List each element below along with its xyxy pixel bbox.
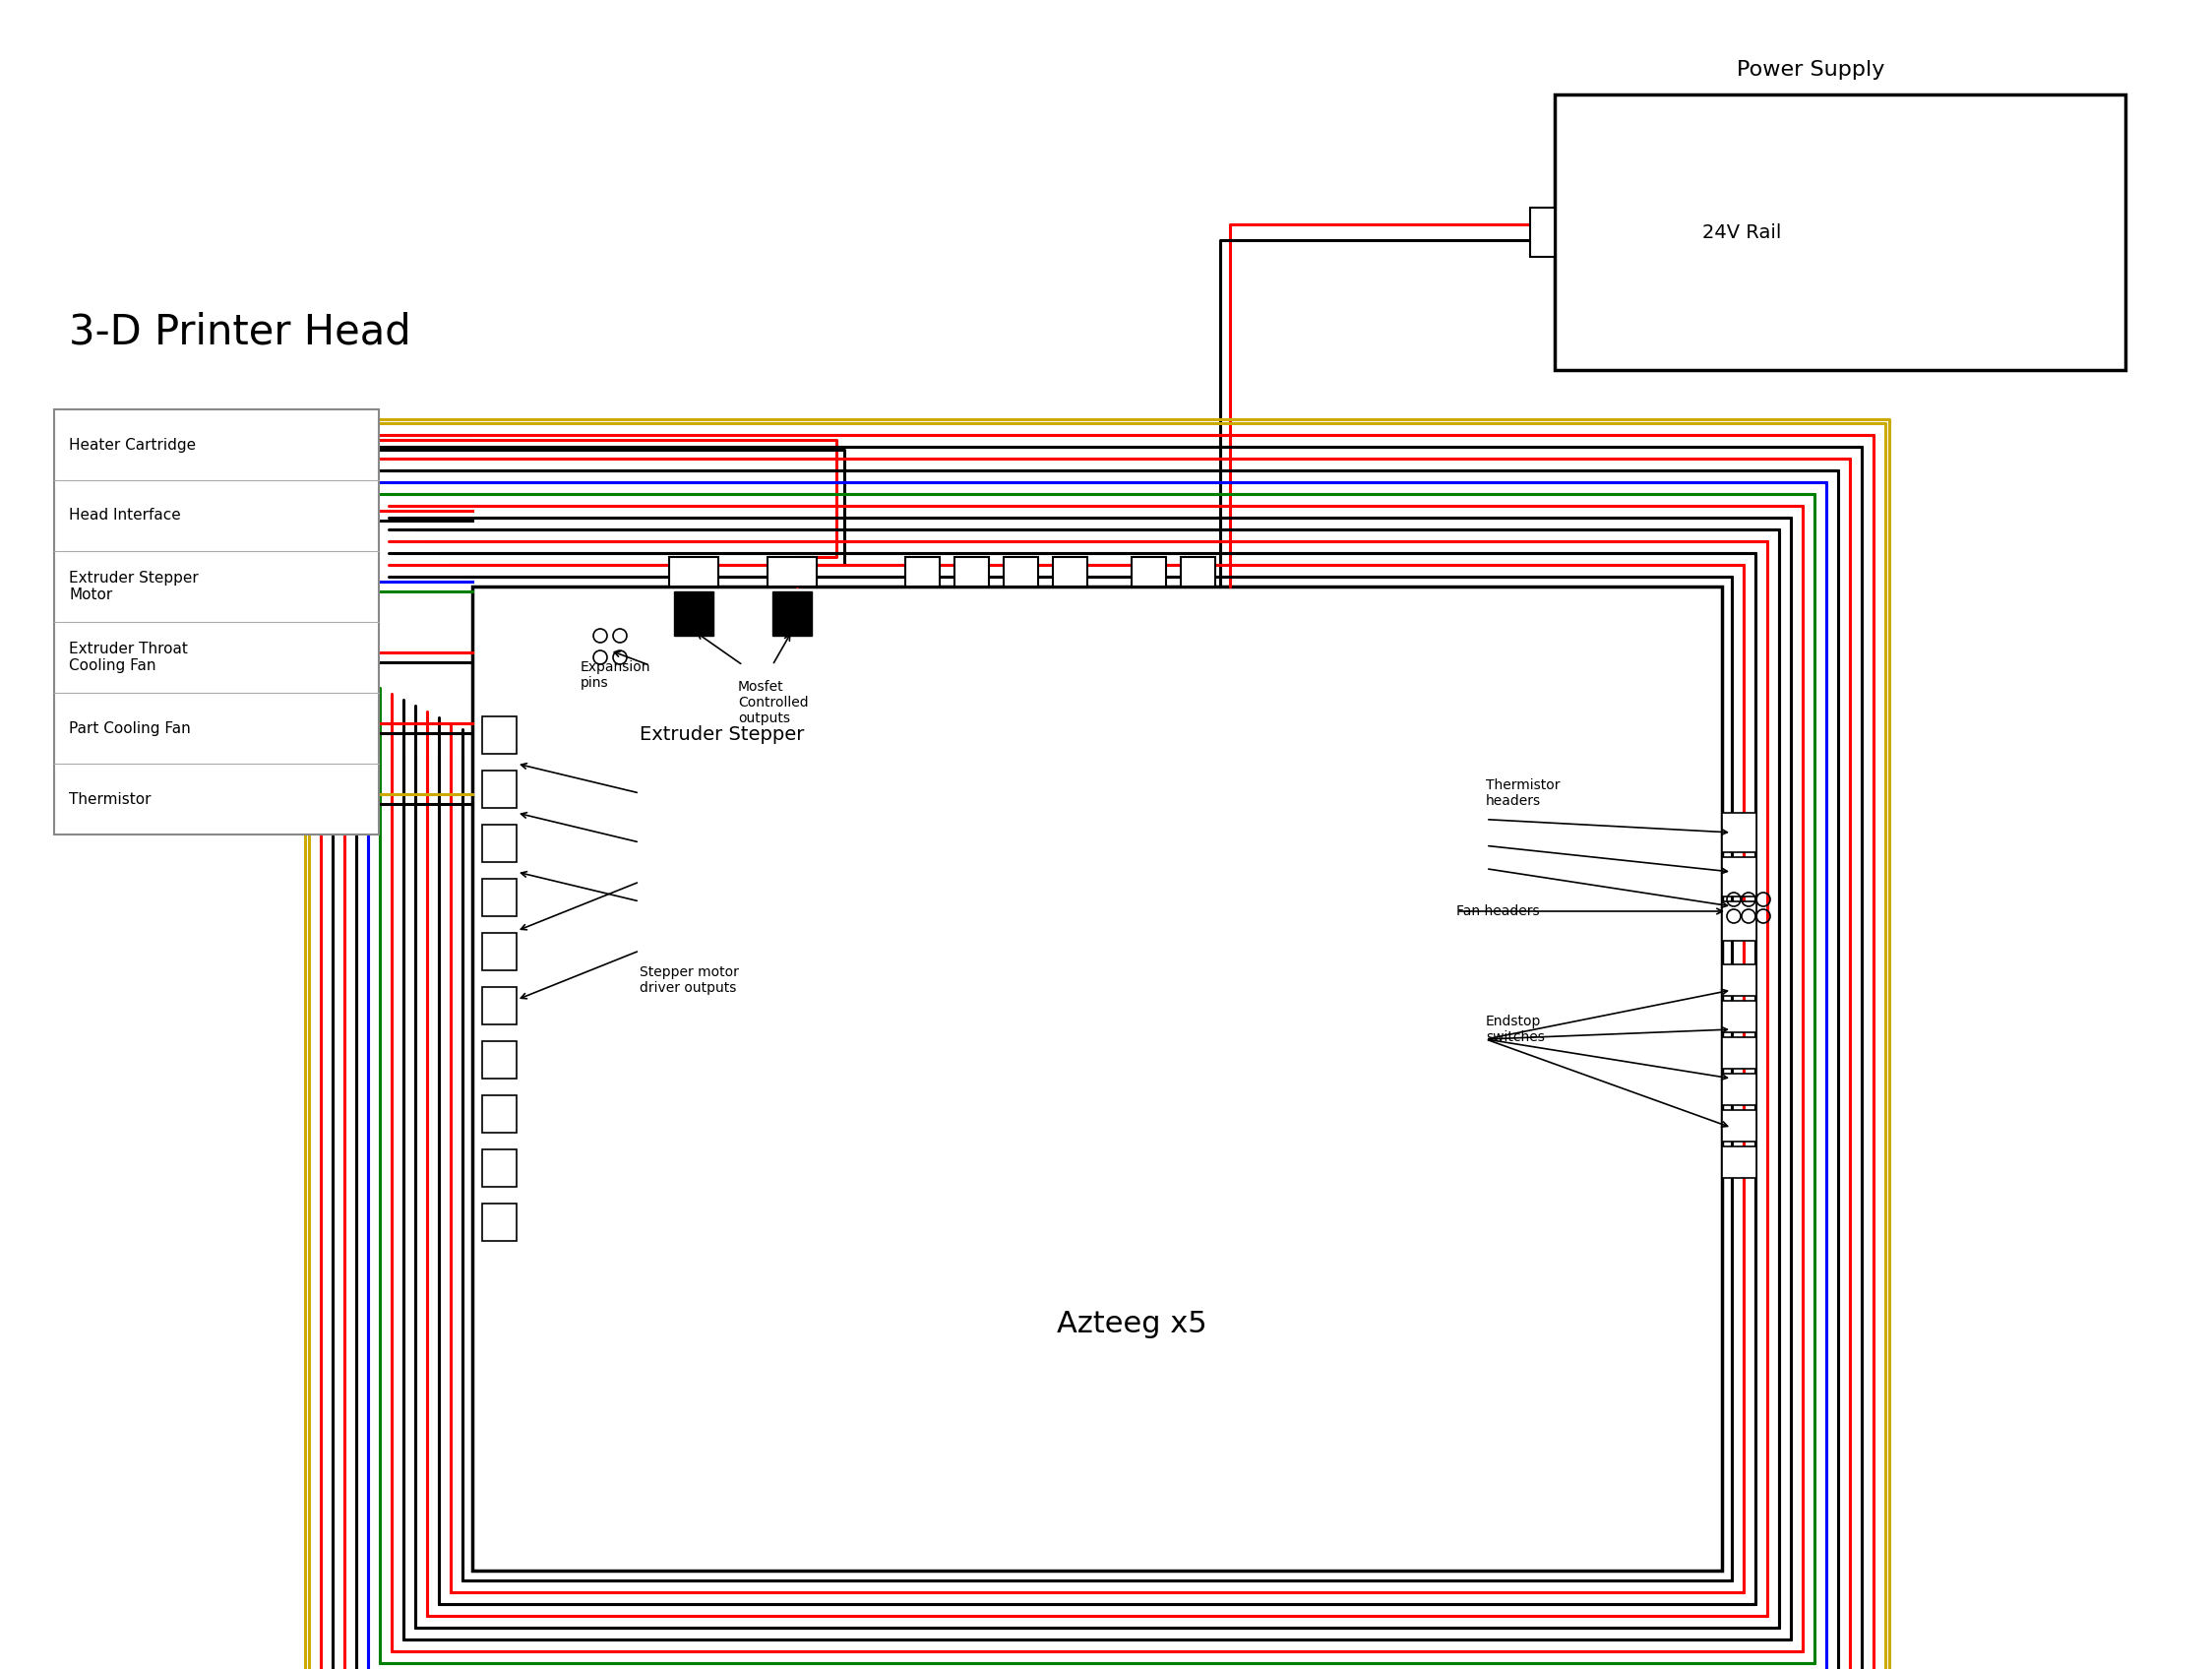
Bar [482, 880, 518, 916]
Bar [1721, 1147, 1756, 1178]
Bar [1004, 557, 1037, 586]
Bar [482, 716, 518, 754]
Bar [1721, 1110, 1756, 1142]
Bar [772, 591, 812, 636]
Text: Fan headers: Fan headers [1455, 905, 1540, 918]
Bar [1721, 1036, 1756, 1068]
Text: Extruder Throat
Cooling Fan: Extruder Throat Cooling Fan [69, 641, 188, 673]
Text: 24V Rail: 24V Rail [1703, 224, 1781, 242]
Bar [482, 1203, 518, 1242]
Bar [482, 824, 518, 863]
Bar [482, 986, 518, 1025]
Bar [1181, 557, 1214, 586]
Bar [1721, 901, 1756, 941]
Bar [482, 933, 518, 970]
Bar [482, 1150, 518, 1187]
Bar [675, 591, 714, 636]
Bar [905, 557, 940, 586]
Bar [1531, 207, 1555, 257]
Text: Power Supply: Power Supply [1736, 60, 1885, 80]
Text: Head Interface: Head Interface [69, 509, 181, 522]
Text: Stepper motor
driver outputs: Stepper motor driver outputs [639, 965, 739, 995]
Text: Extruder Stepper: Extruder Stepper [639, 724, 805, 743]
Text: Endstop
switches: Endstop switches [1486, 1015, 1544, 1045]
Text: Expansion
pins: Expansion pins [580, 661, 650, 689]
Text: Thermistor: Thermistor [69, 791, 150, 806]
Bar [482, 1095, 518, 1133]
Text: Part Cooling Fan: Part Cooling Fan [69, 721, 190, 736]
Bar [668, 557, 719, 586]
Bar [1053, 557, 1088, 586]
Bar [53, 409, 378, 834]
Text: 3-D Printer Head: 3-D Printer Head [69, 310, 411, 352]
Bar [1721, 858, 1756, 896]
Bar [953, 557, 989, 586]
Bar [1133, 557, 1166, 586]
Bar [1721, 1073, 1756, 1105]
Bar [482, 771, 518, 808]
Text: Extruder Stepper
Motor: Extruder Stepper Motor [69, 571, 199, 603]
Bar [473, 586, 1721, 1571]
Bar [1555, 95, 2126, 371]
Bar [768, 557, 816, 586]
Text: Azteeg x5: Azteeg x5 [1057, 1310, 1208, 1339]
Bar [1721, 813, 1756, 853]
Text: Mosfet
Controlled
outputs: Mosfet Controlled outputs [739, 679, 807, 726]
Bar [1721, 965, 1756, 996]
Bar [1721, 1001, 1756, 1033]
Bar [482, 1041, 518, 1078]
Text: Thermistor
headers: Thermistor headers [1486, 778, 1559, 808]
Text: Heater Cartridge: Heater Cartridge [69, 437, 197, 452]
